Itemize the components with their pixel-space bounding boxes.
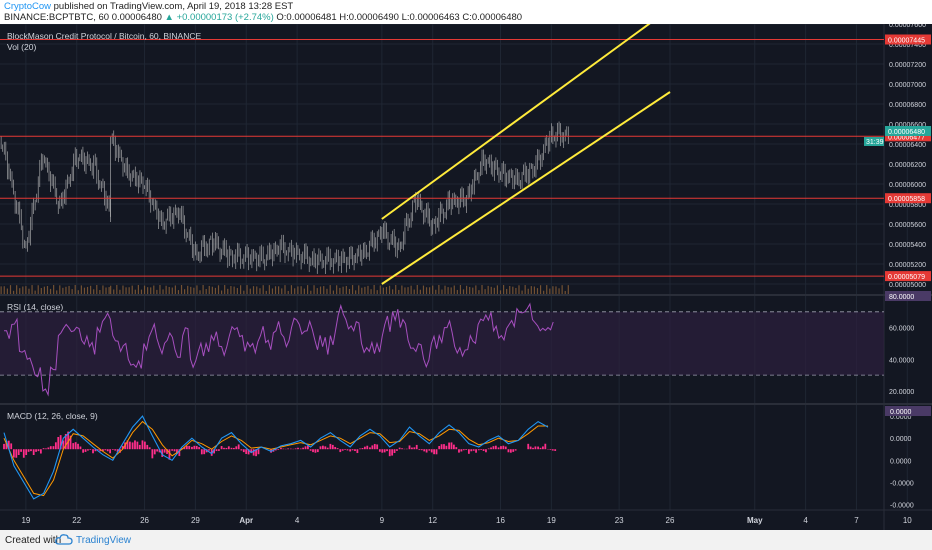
macd-axis-label: 0.0000	[890, 458, 912, 465]
price-axis-label: 0.00007400	[889, 42, 926, 49]
price-axis-label: 0.00007000	[889, 82, 926, 89]
time-axis-label: 23	[615, 516, 624, 525]
price-axis-label: 0.00007200	[889, 62, 926, 69]
footer-bar: Created with TradingView	[0, 530, 932, 550]
price-axis-label: 0.00005200	[889, 262, 926, 269]
time-axis-label: 4	[803, 516, 808, 525]
time-axis-label: 29	[191, 516, 200, 525]
time-axis-label: May	[747, 516, 763, 525]
price-level-label: 0.00005079	[888, 274, 925, 281]
rsi-axis-label: 60.0000	[889, 326, 914, 333]
time-axis-label: 26	[140, 516, 149, 525]
chart-background	[0, 24, 932, 530]
macd-axis-label: 0.0000	[890, 414, 912, 421]
macd-value-tag	[885, 406, 931, 416]
symbol-price: BINANCE:BCPTBTC, 60 0.00006480	[4, 12, 162, 23]
macd-line	[3, 415, 549, 500]
price-axis-label: 0.00005600	[889, 222, 926, 229]
macd-pane	[3, 415, 557, 500]
last-price-label: 0.00006480	[888, 129, 925, 136]
symbol-line: BINANCE:BCPTBTC, 60 0.00006480 ▲ +0.0000…	[4, 12, 522, 23]
price-level-tag	[885, 131, 931, 142]
time-axis-label: 7	[854, 516, 859, 525]
price-axis-label: 0.00006600	[889, 122, 926, 129]
macd-value-label: 0.0000	[890, 409, 912, 416]
macd-axis-label: -0.0000	[890, 502, 914, 509]
rsi-value-tag	[885, 291, 931, 301]
price-axis-label: 0.00006800	[889, 102, 926, 109]
macd-axis-label: -0.0000	[890, 480, 914, 487]
time-axis-label: 19	[21, 516, 30, 525]
tradingview-brand[interactable]: TradingView	[76, 535, 132, 546]
price-axis-label: 0.00005400	[889, 242, 926, 249]
cloud-icon	[55, 534, 73, 545]
chart-title: BlockMason Credit Protocol / Bitcoin, 60…	[7, 31, 201, 41]
publish-info: published on TradingView.com, April 19, …	[53, 1, 294, 12]
price-axis-label: 0.00005800	[889, 202, 926, 209]
publish-line: CryptoCow published on TradingView.com, …	[4, 1, 293, 12]
axes: 0.00007600 0.00007400 0.00007200 0.00007000…	[21, 24, 931, 525]
rsi-pane	[0, 302, 884, 397]
rsi-line	[4, 302, 554, 397]
rsi-label: RSI (14, close)	[7, 302, 63, 312]
rsi-axis-label: 40.0000	[889, 357, 914, 364]
time-axis-label: 22	[72, 516, 81, 525]
time-axis-label: 19	[547, 516, 556, 525]
channel-line	[381, 91, 671, 285]
time-axis-label: 12	[428, 516, 437, 525]
price-level-tag	[885, 193, 931, 204]
price-level-label: 0.00006477	[888, 134, 925, 141]
channel-line	[381, 24, 651, 220]
price-axis-label: 0.00006000	[889, 182, 926, 189]
price-axis-label: 0.00006200	[889, 162, 926, 169]
price-pane	[0, 24, 884, 294]
time-axis-label: 10	[903, 516, 912, 525]
time-axis-label: Apr	[239, 516, 253, 525]
volume-label: Vol (20)	[7, 42, 36, 52]
ohlc-values: O:0.00006481 H:0.00006490 L:0.00006463 C…	[276, 12, 523, 23]
price-change: ▲ +0.00000173 (+2.74%)	[164, 12, 274, 23]
price-axis-label: 0.00007600	[889, 24, 926, 29]
price-level-label: 0.00005858	[888, 196, 925, 203]
time-axis-label: 26	[666, 516, 675, 525]
price-axis-label: 0.00006400	[889, 142, 926, 149]
price-axis-label: 0.00005000	[889, 282, 926, 289]
publish-header: CryptoCow published on TradingView.com, …	[0, 0, 932, 24]
countdown-label: 31:39	[866, 139, 884, 146]
time-axis-label: 4	[295, 516, 300, 525]
price-level-tag	[885, 271, 931, 282]
countdown-tag	[864, 137, 884, 146]
last-price-tag	[885, 126, 931, 136]
macd-axis-label: 0.0000	[890, 436, 912, 443]
price-level-tag	[885, 34, 931, 45]
pane-labels: BlockMason Credit Protocol / Bitcoin, 60…	[7, 31, 201, 421]
macd-label: MACD (12, 26, close, 9)	[7, 411, 98, 421]
rsi-axis-label: 20.0000	[889, 389, 914, 396]
price-level-label: 0.00007445	[888, 38, 925, 45]
rsi-value-label: 80.0000	[889, 294, 914, 301]
time-axis-label: 9	[380, 516, 385, 525]
author-link[interactable]: CryptoCow	[4, 1, 51, 12]
trading-chart[interactable]: 0.00007600 0.00007400 0.00007200 0.00007000…	[0, 24, 932, 530]
time-axis-label: 16	[496, 516, 505, 525]
created-with-text: Created with	[5, 535, 62, 546]
